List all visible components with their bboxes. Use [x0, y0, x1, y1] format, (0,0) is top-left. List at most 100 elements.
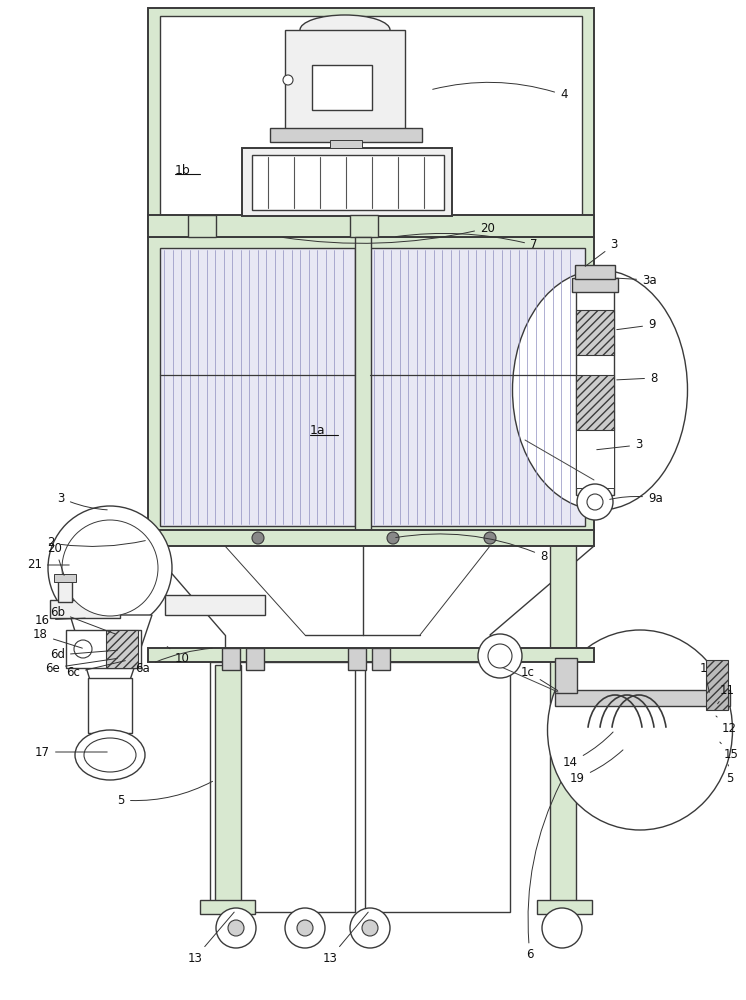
- Circle shape: [252, 532, 264, 544]
- Text: 10: 10: [167, 647, 190, 664]
- Bar: [365, 662, 510, 912]
- Text: 14: 14: [563, 732, 613, 768]
- Text: 1c: 1c: [521, 666, 558, 691]
- Circle shape: [74, 640, 92, 658]
- Circle shape: [297, 920, 313, 936]
- Bar: [555, 658, 577, 693]
- Circle shape: [387, 532, 399, 544]
- Circle shape: [577, 484, 613, 520]
- Bar: [246, 648, 264, 670]
- Text: 6d: 6d: [50, 648, 117, 662]
- Ellipse shape: [548, 630, 733, 830]
- Bar: [575, 265, 615, 279]
- Text: 5: 5: [118, 781, 213, 806]
- Bar: [576, 428, 614, 488]
- Ellipse shape: [300, 15, 390, 45]
- Text: 6: 6: [526, 782, 561, 962]
- Text: 16: 16: [35, 613, 85, 626]
- Text: 3: 3: [57, 491, 107, 510]
- Bar: [370, 248, 585, 526]
- Bar: [576, 285, 614, 495]
- Ellipse shape: [84, 738, 136, 772]
- Bar: [348, 648, 366, 670]
- Bar: [210, 662, 355, 912]
- Bar: [148, 530, 594, 546]
- Bar: [66, 630, 141, 668]
- Text: 4: 4: [433, 82, 568, 102]
- Bar: [555, 690, 730, 706]
- Bar: [200, 900, 255, 914]
- Circle shape: [285, 908, 325, 948]
- Bar: [350, 215, 378, 237]
- Text: 9a: 9a: [609, 491, 662, 504]
- Bar: [270, 128, 422, 142]
- Text: 13: 13: [187, 912, 234, 964]
- Text: 8: 8: [395, 534, 548, 562]
- Text: 3a: 3a: [617, 273, 656, 286]
- Text: 1a: 1a: [310, 424, 325, 436]
- Text: 9: 9: [617, 318, 656, 332]
- Text: 6a: 6a: [135, 648, 212, 674]
- Bar: [88, 678, 132, 733]
- Text: 13: 13: [322, 912, 369, 964]
- Text: 20: 20: [283, 222, 495, 243]
- Circle shape: [62, 520, 158, 616]
- Text: 11: 11: [718, 684, 735, 704]
- Circle shape: [283, 75, 293, 85]
- Text: 1: 1: [700, 662, 709, 692]
- Bar: [106, 630, 138, 668]
- Text: 5: 5: [726, 765, 733, 784]
- Text: 3: 3: [585, 238, 618, 266]
- Bar: [285, 30, 405, 130]
- Bar: [160, 248, 355, 526]
- Circle shape: [228, 920, 244, 936]
- Bar: [50, 600, 120, 618]
- Bar: [372, 648, 390, 670]
- Bar: [576, 310, 614, 355]
- Text: 17: 17: [35, 746, 107, 758]
- Bar: [706, 660, 728, 710]
- Bar: [165, 595, 265, 615]
- Text: 6e: 6e: [46, 658, 117, 674]
- Bar: [537, 900, 592, 914]
- Circle shape: [478, 634, 522, 678]
- Text: 20: 20: [48, 542, 64, 575]
- Bar: [160, 16, 582, 226]
- Ellipse shape: [75, 730, 145, 780]
- Bar: [355, 237, 371, 532]
- Circle shape: [216, 908, 256, 948]
- Bar: [148, 8, 594, 233]
- Circle shape: [488, 644, 512, 668]
- Bar: [222, 648, 240, 670]
- Ellipse shape: [513, 270, 688, 510]
- Text: 6c: 6c: [66, 661, 125, 680]
- Text: 18: 18: [33, 629, 82, 648]
- Text: 6b: 6b: [50, 605, 116, 634]
- Text: 8: 8: [617, 371, 657, 384]
- Text: 3: 3: [597, 438, 642, 452]
- Bar: [572, 278, 618, 292]
- Text: 19: 19: [570, 750, 623, 784]
- Bar: [312, 65, 372, 110]
- Bar: [54, 574, 76, 582]
- Circle shape: [484, 532, 496, 544]
- Bar: [252, 155, 444, 210]
- Circle shape: [48, 506, 172, 630]
- Circle shape: [350, 908, 390, 948]
- Text: 2: 2: [48, 536, 145, 550]
- Bar: [148, 648, 594, 662]
- Polygon shape: [70, 615, 152, 680]
- Circle shape: [587, 494, 603, 510]
- Bar: [188, 215, 216, 237]
- Circle shape: [542, 908, 582, 948]
- Bar: [58, 578, 72, 602]
- Text: 12: 12: [716, 716, 737, 734]
- Text: 15: 15: [720, 742, 739, 762]
- Circle shape: [362, 920, 378, 936]
- Bar: [330, 140, 362, 148]
- Text: 7: 7: [396, 233, 538, 251]
- Bar: [242, 148, 452, 216]
- Bar: [148, 237, 594, 532]
- Bar: [550, 540, 576, 920]
- Text: 21: 21: [27, 558, 69, 572]
